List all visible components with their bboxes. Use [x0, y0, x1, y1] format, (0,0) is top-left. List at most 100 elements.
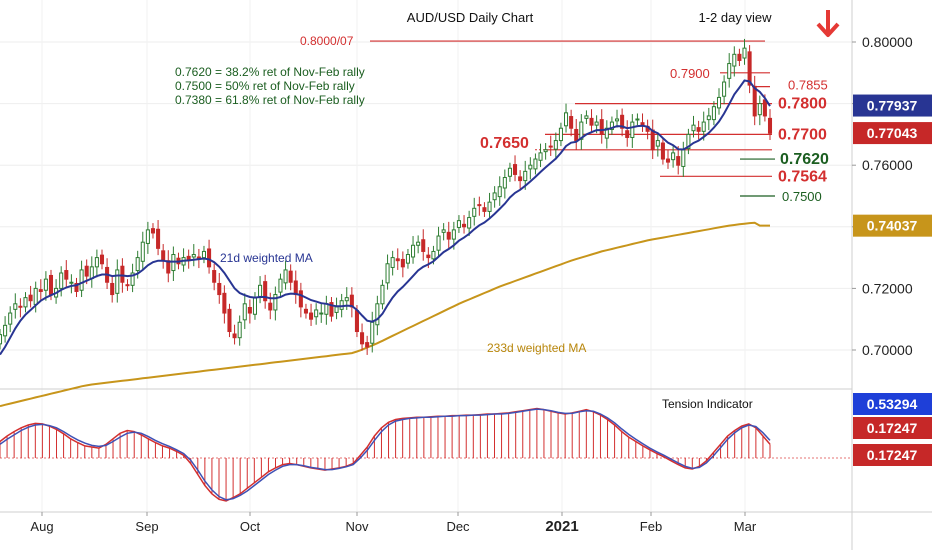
candle — [405, 248, 410, 269]
candle-body — [441, 229, 446, 233]
time-axis-ticks: Aug Sep Oct Nov Dec 2021 Feb Mar — [30, 512, 757, 535]
candle — [767, 109, 773, 140]
level-labels: 0.8000/07 0.7900 0.7855 0.7800 0.7700 0.7650 0… — [300, 34, 829, 204]
candle — [538, 143, 543, 168]
candle — [569, 109, 574, 137]
candle — [686, 128, 691, 155]
candle-body — [594, 121, 599, 126]
candle — [757, 95, 762, 126]
candle-body — [64, 270, 69, 280]
candle — [309, 303, 314, 326]
candle — [222, 285, 227, 324]
candle — [334, 297, 339, 320]
tension-badge — [853, 444, 932, 466]
candle-body — [620, 114, 625, 129]
candle-body — [288, 270, 293, 283]
candle-body — [28, 294, 33, 302]
candle-body — [69, 281, 74, 284]
candle-body — [43, 278, 48, 291]
retracement-note: 0.7380 = 61.8% ret of Nov-Feb rally — [175, 93, 365, 107]
candle-body — [354, 310, 359, 333]
candle — [94, 249, 99, 278]
candle-body — [569, 116, 574, 129]
candle-body — [135, 257, 140, 272]
candle — [375, 295, 380, 336]
candle — [283, 260, 288, 290]
candle — [722, 75, 727, 105]
candle-body — [84, 265, 89, 277]
candle — [293, 270, 298, 304]
ma233-label: 233d weighted MA — [487, 341, 586, 355]
candle — [273, 286, 278, 321]
candle — [258, 276, 263, 304]
candle-body — [237, 321, 242, 339]
candle-body — [446, 231, 451, 240]
candle-body — [477, 204, 482, 207]
candle-body — [416, 241, 421, 246]
candle — [650, 119, 655, 160]
candle-body — [456, 220, 461, 228]
level-label: 0.7500 — [782, 189, 822, 204]
candle — [171, 246, 176, 282]
candle — [278, 273, 283, 298]
candle-body — [757, 103, 762, 116]
candle — [732, 46, 737, 77]
tension-badges: 0.53294 0.17247 0.17247 — [853, 393, 932, 466]
candle — [563, 103, 569, 133]
candle-body — [18, 305, 23, 308]
candle — [441, 223, 446, 241]
candle — [329, 297, 334, 322]
candle — [303, 303, 308, 319]
candle — [125, 279, 130, 291]
candle-body — [533, 158, 538, 170]
candle — [584, 110, 589, 124]
candle-body — [609, 121, 614, 130]
candle-body — [574, 128, 579, 142]
price-badge-label: 0.77937 — [867, 98, 918, 114]
chart-title: AUD/USD Daily Chart — [407, 10, 534, 25]
candle-body — [268, 302, 273, 311]
candle-body — [263, 281, 268, 302]
candle — [676, 146, 681, 175]
candle — [502, 169, 507, 199]
candle-body — [303, 308, 308, 314]
candle — [737, 48, 742, 67]
candle — [140, 231, 145, 271]
candle-body — [523, 170, 528, 182]
candle — [74, 277, 79, 298]
candle-body — [752, 85, 757, 117]
candle-body — [671, 152, 676, 161]
candle-body — [553, 140, 558, 150]
candle-body — [589, 117, 594, 126]
candle — [716, 88, 722, 115]
candle-body — [614, 118, 620, 122]
candle — [288, 264, 293, 291]
candle-body — [258, 284, 263, 297]
candle-body — [232, 333, 237, 339]
candle — [38, 279, 43, 301]
candle-body — [426, 254, 431, 259]
candle-body — [655, 140, 660, 147]
candle-body — [145, 229, 150, 244]
ma233-path — [0, 221, 770, 408]
candle — [518, 170, 523, 189]
candle — [227, 303, 232, 338]
price-badge-label: 0.77043 — [867, 125, 918, 141]
candle — [365, 335, 370, 355]
candle — [553, 132, 558, 160]
candle-body — [431, 250, 436, 260]
candle-body — [411, 244, 416, 258]
candle-body — [380, 284, 385, 305]
candle — [671, 146, 676, 168]
candle-body — [543, 149, 548, 153]
candle — [548, 135, 553, 156]
candle-body — [89, 266, 94, 280]
candle-body — [691, 124, 696, 132]
candle-body — [462, 223, 467, 228]
candle-body — [334, 306, 339, 313]
candle-body — [635, 118, 640, 121]
ma21-path — [0, 79, 771, 356]
candle — [609, 116, 614, 136]
candle-body — [762, 99, 767, 117]
candle — [186, 249, 191, 269]
